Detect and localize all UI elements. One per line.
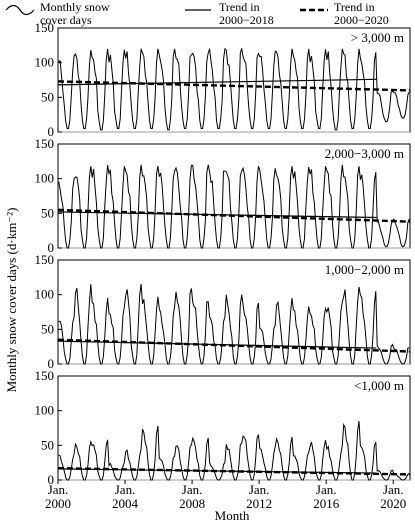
- x-tick-label: Jan.: [182, 482, 203, 497]
- y-tick-label: 0: [48, 124, 55, 139]
- y-tick-label: 50: [41, 321, 54, 336]
- y-tick-label: 0: [48, 472, 55, 487]
- trend-line-2000-2020: [57, 80, 411, 92]
- x-tick-label: Jan.: [48, 482, 69, 497]
- y-tick-label: 150: [35, 20, 55, 35]
- chart-panel: 0 50 100 150 1,000−2,000 m: [35, 252, 411, 371]
- chart-panel: 0 50 100 150 > 3,000 m: [35, 20, 411, 139]
- x-tick-label: Jan.: [383, 482, 404, 497]
- panel-label: <1,000 m: [354, 378, 404, 393]
- monthly-series-line: [58, 164, 410, 249]
- legend-label: cover days: [40, 13, 92, 27]
- x-tick-label: Jan.: [316, 482, 337, 497]
- trend-line-2000-2018: [57, 211, 377, 219]
- y-tick-label: 100: [35, 55, 55, 70]
- monthly-series-line: [58, 47, 410, 131]
- chart-panel: 0 50 100 150 2,000−3,000 m: [35, 136, 411, 255]
- legend-label: Trend in: [219, 0, 260, 14]
- panel-label: > 3,000 m: [351, 30, 404, 45]
- x-tick-label: 2012: [246, 496, 272, 511]
- monthly-series-line: [58, 421, 410, 481]
- chart-panel: 0 50 100 150 <1,000 m: [35, 368, 411, 487]
- legend-label: 2000−2018: [219, 13, 274, 27]
- legend-label: Monthly snow: [40, 0, 110, 14]
- panel-label: 2,000−3,000 m: [325, 146, 404, 161]
- trend-line-2000-2018: [57, 340, 377, 349]
- trend-line-2000-2018: [57, 78, 377, 86]
- legend-label: 2000−2020: [334, 13, 389, 27]
- x-tick-label: 2000: [45, 496, 71, 511]
- y-tick-label: 0: [48, 356, 55, 371]
- x-axis-label: Month: [215, 508, 250, 523]
- y-tick-label: 100: [35, 287, 55, 302]
- y-tick-label: 50: [41, 437, 54, 452]
- x-axis: Jan.2000Jan.2004Jan.2008Jan.2012Jan.2016…: [45, 480, 406, 511]
- x-tick-label: Jan.: [249, 482, 270, 497]
- legend-wave-swatch: [5, 4, 35, 16]
- y-tick-label: 150: [35, 252, 55, 267]
- y-tick-label: 150: [35, 136, 55, 151]
- chart-panels: 0 50 100 150 > 3,000 m 0 50 100 150 2,000−3,000 m…: [35, 20, 411, 487]
- y-axis-label: Monthly snow cover days (d·km⁻²): [4, 208, 19, 393]
- x-tick-label: 2008: [179, 496, 205, 511]
- x-tick-label: 2016: [313, 496, 340, 511]
- y-tick-label: 50: [41, 205, 54, 220]
- y-tick-label: 100: [35, 171, 55, 186]
- trend-line-2000-2020: [57, 208, 411, 223]
- y-tick-label: 50: [41, 89, 54, 104]
- panel-label: 1,000−2,000 m: [325, 262, 404, 277]
- y-tick-label: 100: [35, 403, 55, 418]
- trend-line-2000-2020: [57, 338, 411, 353]
- x-tick-label: 2004: [112, 496, 139, 511]
- y-tick-label: 150: [35, 368, 55, 383]
- x-tick-label: 2020: [380, 496, 406, 511]
- x-tick-label: Jan.: [115, 482, 136, 497]
- legend-label: Trend in: [334, 0, 375, 14]
- trend-line-2000-2020: [57, 467, 411, 476]
- monthly-series-line: [58, 283, 410, 365]
- y-tick-label: 0: [48, 240, 55, 255]
